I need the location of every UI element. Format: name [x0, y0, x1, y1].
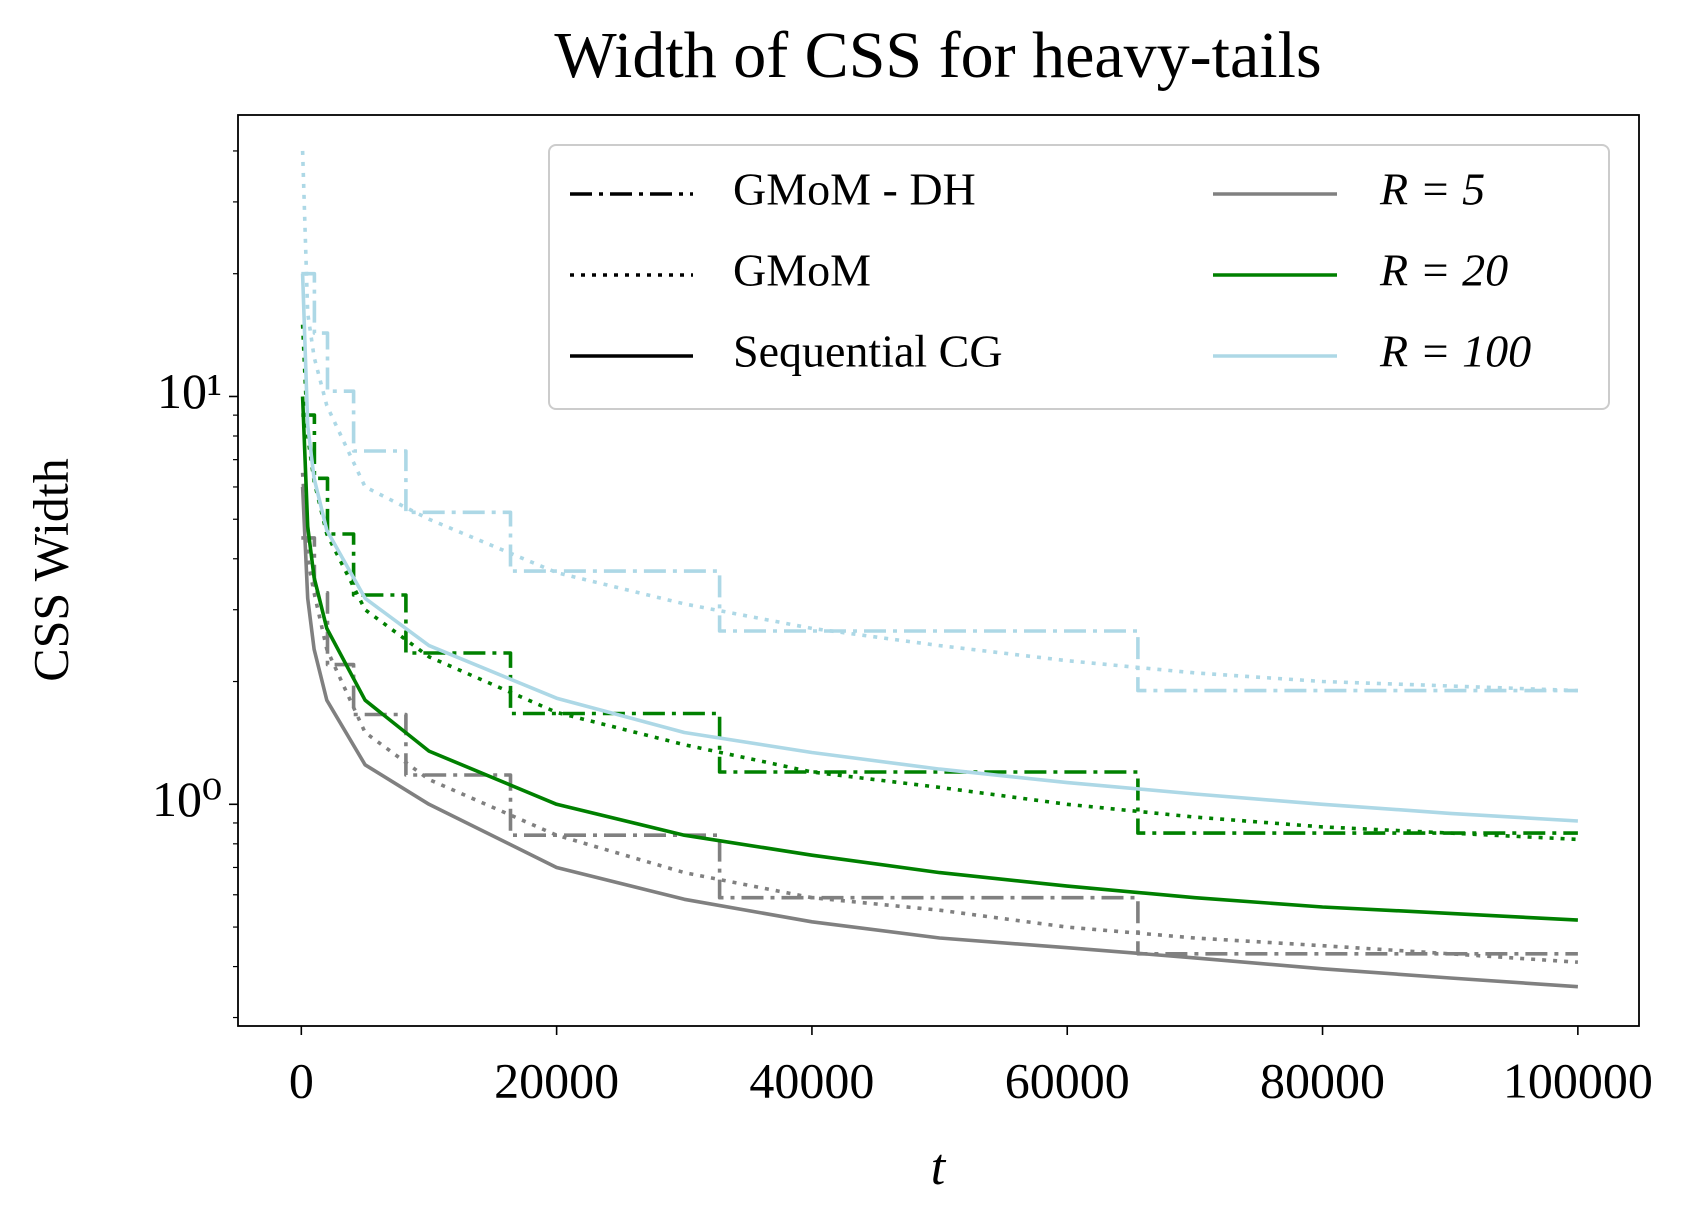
legend-box [548, 144, 1610, 410]
x-tick-label: 60000 [1005, 1052, 1130, 1108]
x-tick-label: 100000 [1503, 1052, 1653, 1108]
plot-lines [300, 150, 1579, 989]
x-tick-label: 0 [289, 1052, 314, 1108]
x-axis-label: t [931, 1139, 947, 1196]
series-line [301, 413, 1578, 835]
x-tick-label: 20000 [494, 1052, 619, 1108]
y-tick-label: 10⁰ [152, 771, 222, 827]
legend-label: Sequential CG [733, 326, 1003, 377]
legend-label: R = 20 [1379, 245, 1508, 296]
series-line [300, 150, 1578, 693]
series-line [300, 396, 1578, 922]
legend-label: GMoM - DH [733, 164, 976, 215]
legend-label: GMoM [733, 245, 871, 296]
series-line [300, 273, 1579, 823]
chart-title: Width of CSS for heavy-tails [554, 19, 1321, 92]
legend-label: R = 100 [1379, 326, 1531, 377]
x-tick-label: 80000 [1260, 1052, 1385, 1108]
legend-label: R = 5 [1379, 164, 1485, 215]
series-line [300, 486, 1579, 989]
y-axis-label: CSS Width [22, 458, 78, 682]
series-line [301, 536, 1578, 956]
series-line [300, 472, 1579, 964]
x-tick-label: 40000 [749, 1052, 874, 1108]
plot-frame [237, 114, 1640, 1027]
y-tick-label: 10¹ [157, 363, 222, 419]
series-line [301, 271, 1578, 693]
